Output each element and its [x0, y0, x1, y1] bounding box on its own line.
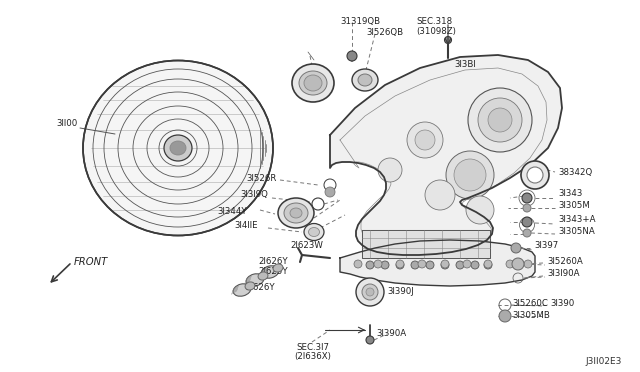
Ellipse shape: [261, 266, 279, 278]
Text: 3l390: 3l390: [550, 298, 574, 308]
Text: 3l5260A: 3l5260A: [547, 257, 583, 266]
Circle shape: [407, 122, 443, 158]
Circle shape: [426, 261, 434, 269]
Circle shape: [366, 261, 374, 269]
Text: 3l526R: 3l526R: [246, 174, 277, 183]
Circle shape: [381, 261, 389, 269]
Circle shape: [527, 167, 543, 183]
Circle shape: [366, 288, 374, 296]
Circle shape: [522, 193, 532, 203]
Ellipse shape: [284, 203, 308, 223]
Text: 3l3Bl: 3l3Bl: [454, 60, 476, 69]
Circle shape: [415, 130, 435, 150]
Text: 3l305NA: 3l305NA: [558, 227, 595, 235]
Ellipse shape: [164, 135, 192, 161]
Text: 3l5260C: 3l5260C: [512, 298, 548, 308]
Text: 3l397: 3l397: [534, 241, 558, 250]
Circle shape: [484, 261, 492, 269]
Circle shape: [522, 217, 532, 227]
Ellipse shape: [245, 282, 255, 290]
Circle shape: [362, 284, 378, 300]
Circle shape: [511, 243, 521, 253]
Ellipse shape: [170, 141, 186, 155]
Circle shape: [478, 98, 522, 142]
Circle shape: [506, 260, 514, 268]
Circle shape: [366, 336, 374, 344]
Text: 3l305M: 3l305M: [558, 201, 590, 209]
Text: 3l305MB: 3l305MB: [512, 311, 550, 321]
Circle shape: [441, 260, 449, 268]
Polygon shape: [340, 240, 535, 286]
Circle shape: [456, 261, 464, 269]
Ellipse shape: [258, 272, 268, 280]
Ellipse shape: [273, 264, 283, 272]
Circle shape: [521, 161, 549, 189]
Circle shape: [441, 261, 449, 269]
Polygon shape: [330, 55, 562, 255]
Circle shape: [471, 261, 479, 269]
Text: 31319QB: 31319QB: [340, 17, 380, 26]
Text: SEC.3l7: SEC.3l7: [296, 343, 330, 352]
Circle shape: [468, 88, 532, 152]
Ellipse shape: [292, 64, 334, 102]
Ellipse shape: [299, 71, 327, 95]
Text: 38342Q: 38342Q: [558, 167, 592, 176]
Text: 3l343+A: 3l343+A: [558, 215, 595, 224]
Circle shape: [523, 229, 531, 237]
Ellipse shape: [278, 198, 314, 228]
Ellipse shape: [304, 224, 324, 241]
Ellipse shape: [358, 74, 372, 86]
Circle shape: [425, 180, 455, 210]
Circle shape: [396, 260, 404, 268]
Text: 3l526QB: 3l526QB: [366, 28, 403, 37]
Text: 2l626Y: 2l626Y: [245, 283, 275, 292]
Circle shape: [488, 108, 512, 132]
Text: 3ll00: 3ll00: [57, 119, 78, 128]
Circle shape: [445, 36, 451, 44]
Circle shape: [484, 260, 492, 268]
Ellipse shape: [246, 274, 264, 286]
Ellipse shape: [233, 284, 251, 296]
Circle shape: [463, 260, 471, 268]
Circle shape: [411, 261, 419, 269]
Circle shape: [325, 187, 335, 197]
Circle shape: [356, 278, 384, 306]
Circle shape: [466, 196, 494, 224]
Circle shape: [523, 204, 531, 212]
Text: (31098Z): (31098Z): [416, 27, 456, 36]
Circle shape: [354, 260, 362, 268]
Polygon shape: [362, 230, 490, 258]
Text: 2l626Y: 2l626Y: [258, 257, 287, 266]
Text: J3ll02E3: J3ll02E3: [586, 357, 622, 366]
Circle shape: [512, 258, 524, 270]
Ellipse shape: [352, 69, 378, 91]
Circle shape: [499, 310, 511, 322]
Circle shape: [378, 158, 402, 182]
Circle shape: [374, 260, 382, 268]
Text: 3l390J: 3l390J: [387, 288, 413, 296]
Circle shape: [418, 260, 426, 268]
Circle shape: [524, 260, 532, 268]
Ellipse shape: [83, 61, 273, 235]
Text: 3l4llE: 3l4llE: [234, 221, 258, 230]
Text: 3l343: 3l343: [558, 189, 582, 199]
Circle shape: [396, 261, 404, 269]
Text: (2l636X): (2l636X): [294, 353, 332, 362]
Text: 2l625Y: 2l625Y: [258, 267, 287, 276]
Text: FRONT: FRONT: [74, 257, 108, 267]
Text: 2l623W: 2l623W: [290, 241, 323, 250]
Text: SEC.318: SEC.318: [416, 17, 452, 26]
Circle shape: [454, 159, 486, 191]
Text: 3l3l9Q: 3l3l9Q: [240, 190, 268, 199]
Circle shape: [347, 51, 357, 61]
Ellipse shape: [304, 75, 322, 91]
Circle shape: [446, 151, 494, 199]
Text: 3l344Y: 3l344Y: [218, 207, 247, 216]
Ellipse shape: [308, 228, 319, 237]
Ellipse shape: [290, 208, 302, 218]
Text: 3l3l90A: 3l3l90A: [547, 269, 579, 279]
Text: 3l390A: 3l390A: [376, 328, 406, 337]
